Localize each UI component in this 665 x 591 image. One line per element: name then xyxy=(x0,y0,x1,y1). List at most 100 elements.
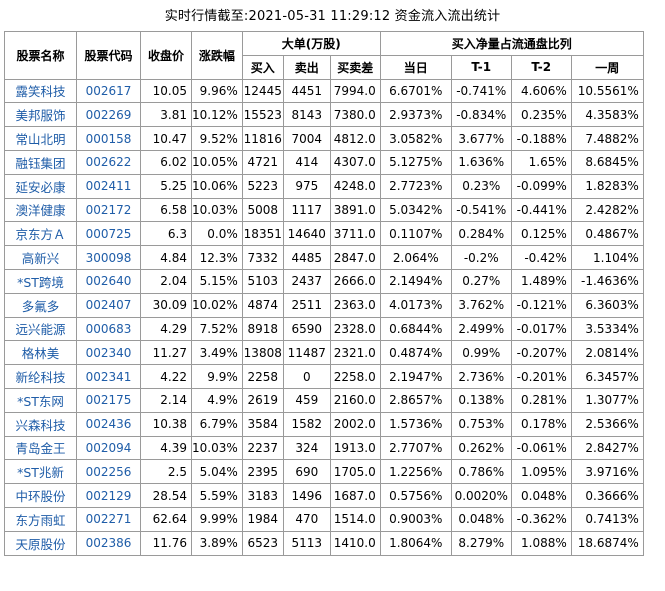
stock-name-link[interactable]: 京东方Ａ xyxy=(4,221,77,247)
change-pct-cell: 10.03% xyxy=(191,435,243,461)
stock-code-link[interactable]: 002340 xyxy=(76,340,141,366)
week-ratio-cell: 0.3666% xyxy=(570,483,644,508)
week-ratio-cell: 18.6874% xyxy=(570,530,644,556)
stock-code-link[interactable]: 002175 xyxy=(76,387,141,413)
t2-ratio-cell: -0.099% xyxy=(510,173,572,199)
stock-name-link[interactable]: 东方雨虹 xyxy=(4,506,77,532)
buy-cell: 11816 xyxy=(241,126,284,151)
diff-cell: 2328.0 xyxy=(329,316,381,342)
day-ratio-cell: 5.1275% xyxy=(379,149,452,175)
stock-code-link[interactable]: 000683 xyxy=(76,316,141,342)
stock-code-link[interactable]: 002172 xyxy=(76,197,141,223)
buy-cell: 18351 xyxy=(241,221,284,247)
buy-cell: 2237 xyxy=(241,435,284,461)
buy-cell: 2258 xyxy=(241,364,284,389)
t2-ratio-cell: -0.42% xyxy=(510,245,572,270)
change-pct-cell: 5.59% xyxy=(191,483,243,508)
week-ratio-cell: 0.7413% xyxy=(570,506,644,532)
header-diff: 买卖差 xyxy=(329,54,381,80)
stock-name-link[interactable]: 高新兴 xyxy=(4,245,77,270)
stock-name-link[interactable]: 澳洋健康 xyxy=(4,197,77,223)
t2-ratio-cell: -0.017% xyxy=(510,316,572,342)
t1-ratio-cell: 0.786% xyxy=(450,459,512,485)
stock-name-link[interactable]: 露笑科技 xyxy=(4,78,77,104)
stock-code-link[interactable]: 002411 xyxy=(76,173,141,199)
sell-cell: 459 xyxy=(282,387,331,413)
table-row: 格林美 002340 11.27 3.49% 13808 11487 2321.0 0.487… xyxy=(4,340,644,366)
diff-cell: 1913.0 xyxy=(329,435,381,461)
table-row: 多氟多 002407 30.09 10.02% 4874 2511 2363.0 4.0173… xyxy=(4,292,644,318)
stock-code-link[interactable]: 002341 xyxy=(76,364,141,389)
stock-name-link[interactable]: 新纶科技 xyxy=(4,364,77,389)
stock-code-link[interactable]: 002436 xyxy=(76,411,141,437)
close-price-cell: 2.5 xyxy=(140,459,192,485)
stock-name-link[interactable]: 多氟多 xyxy=(4,292,77,318)
t2-ratio-cell: -0.188% xyxy=(510,126,572,151)
stock-code-link[interactable]: 002271 xyxy=(76,506,141,532)
week-ratio-cell: 6.3603% xyxy=(570,292,644,318)
close-price-cell: 5.25 xyxy=(140,173,192,199)
table-row: 融钰集团 002622 6.02 10.05% 4721 414 4307.0 5.1275%… xyxy=(4,149,644,175)
buy-cell: 2619 xyxy=(241,387,284,413)
diff-cell: 1687.0 xyxy=(329,483,381,508)
header-change-pct: 涨跌幅 xyxy=(191,31,243,80)
t1-ratio-cell: -0.741% xyxy=(450,78,512,104)
diff-cell: 1514.0 xyxy=(329,506,381,532)
close-price-cell: 6.02 xyxy=(140,149,192,175)
header-row-top: 股票名称 股票代码 收盘价 涨跌幅 大单(万股) 买入净量占流通盘比列 xyxy=(4,31,644,80)
close-price-cell: 11.76 xyxy=(140,530,192,556)
stock-code-link[interactable]: 002386 xyxy=(76,530,141,556)
t1-ratio-cell: 0.138% xyxy=(450,387,512,413)
week-ratio-cell: 2.5366% xyxy=(570,411,644,437)
sell-cell: 7004 xyxy=(282,126,331,151)
stock-name-link[interactable]: 常山北明 xyxy=(4,126,77,151)
stock-name-link[interactable]: *ST兆新 xyxy=(4,459,77,485)
change-pct-cell: 6.79% xyxy=(191,411,243,437)
stock-name-link[interactable]: 天原股份 xyxy=(4,530,77,556)
stock-code-link[interactable]: 002129 xyxy=(76,483,141,508)
table-row: 兴森科技 002436 10.38 6.79% 3584 1582 2002.0 1.5736… xyxy=(4,411,644,437)
stock-code-link[interactable]: 002269 xyxy=(76,102,141,128)
table-row: 露笑科技 002617 10.05 9.96% 12445 4451 7994.0 6.670… xyxy=(4,78,644,104)
stock-code-link[interactable]: 000158 xyxy=(76,126,141,151)
buy-cell: 4721 xyxy=(241,149,284,175)
stock-name-link[interactable]: 延安必康 xyxy=(4,173,77,199)
stock-name-link[interactable]: 美邦服饰 xyxy=(4,102,77,128)
stock-name-link[interactable]: 融钰集团 xyxy=(4,149,77,175)
stock-code-link[interactable]: 000725 xyxy=(76,221,141,247)
t1-ratio-cell: 0.753% xyxy=(450,411,512,437)
day-ratio-cell: 3.0582% xyxy=(379,126,452,151)
t1-ratio-cell: 3.677% xyxy=(450,126,512,151)
header-net-ratio-group: 买入净量占流通盘比列 xyxy=(379,31,644,56)
stock-code-link[interactable]: 002094 xyxy=(76,435,141,461)
day-ratio-cell: 6.6701% xyxy=(379,78,452,104)
stock-code-link[interactable]: 300098 xyxy=(76,245,141,270)
stock-name-link[interactable]: 中环股份 xyxy=(4,483,77,508)
stock-name-link[interactable]: *ST跨境 xyxy=(4,268,77,294)
stock-name-link[interactable]: *ST东网 xyxy=(4,387,77,413)
stock-name-link[interactable]: 格林美 xyxy=(4,340,77,366)
stock-name-link[interactable]: 青岛金王 xyxy=(4,435,77,461)
change-pct-cell: 0.0% xyxy=(191,221,243,247)
sell-cell: 5113 xyxy=(282,530,331,556)
stock-name-link[interactable]: 兴森科技 xyxy=(4,411,77,437)
stock-code-link[interactable]: 002640 xyxy=(76,268,141,294)
week-ratio-cell: 7.4882% xyxy=(570,126,644,151)
page-title: 实时行情截至:2021-05-31 11:29:12 资金流入流出统计 xyxy=(164,9,501,24)
buy-cell: 8918 xyxy=(241,316,284,342)
close-price-cell: 10.38 xyxy=(140,411,192,437)
buy-cell: 2395 xyxy=(241,459,284,485)
stock-code-link[interactable]: 002407 xyxy=(76,292,141,318)
stock-code-link[interactable]: 002617 xyxy=(76,78,141,104)
close-price-cell: 11.27 xyxy=(140,340,192,366)
diff-cell: 4812.0 xyxy=(329,126,381,151)
stock-name-link[interactable]: 远兴能源 xyxy=(4,316,77,342)
sell-cell: 4451 xyxy=(282,78,331,104)
sell-cell: 0 xyxy=(282,364,331,389)
stock-code-link[interactable]: 002622 xyxy=(76,149,141,175)
t1-ratio-cell: 1.636% xyxy=(450,149,512,175)
close-price-cell: 3.81 xyxy=(140,102,192,128)
table-row: 美邦服饰 002269 3.81 10.12% 15523 8143 7380.0 2.937… xyxy=(4,102,644,128)
diff-cell: 4248.0 xyxy=(329,173,381,199)
stock-code-link[interactable]: 002256 xyxy=(76,459,141,485)
